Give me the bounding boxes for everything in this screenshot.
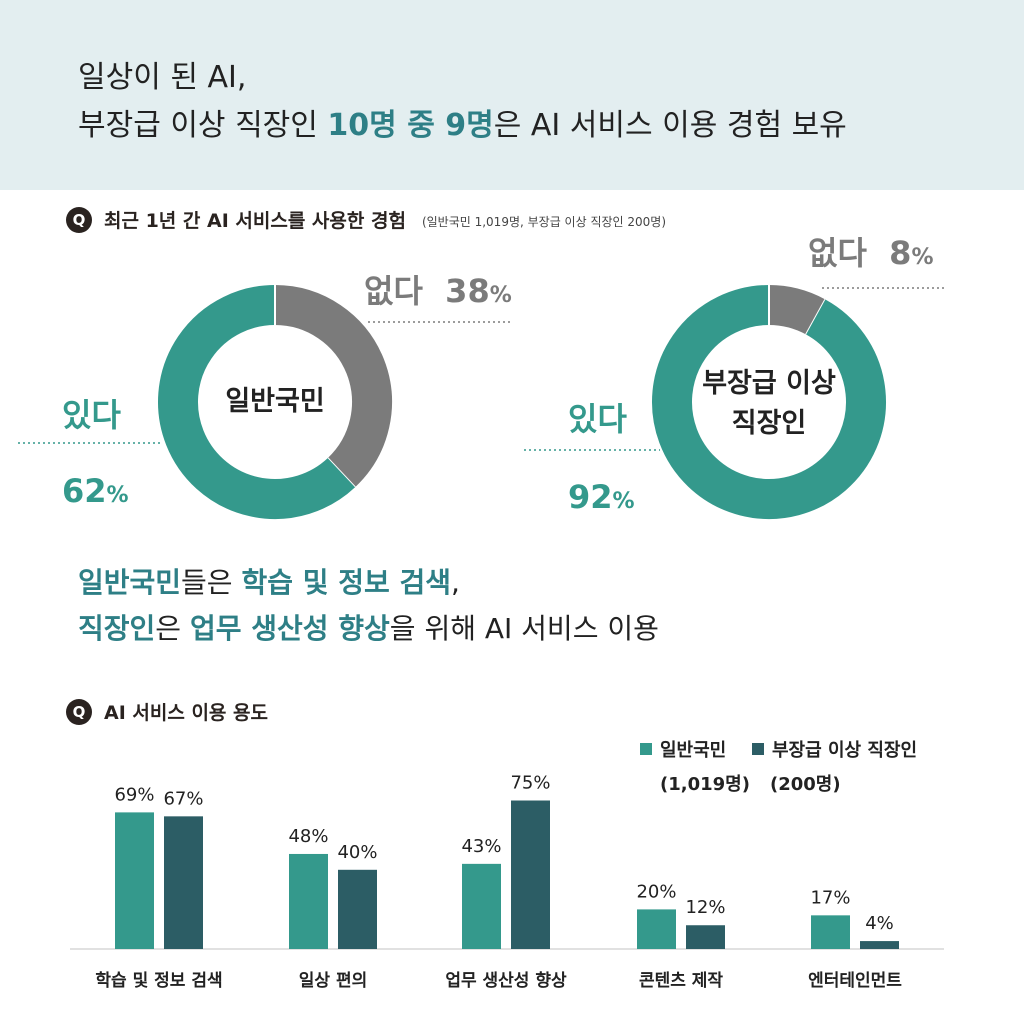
bar-value-label: 75% bbox=[510, 773, 550, 794]
bar-value-label: 40% bbox=[337, 842, 377, 863]
category-label: 엔터테인먼트 bbox=[808, 971, 902, 991]
subheading-line-2: 직장인은 업무 생산성 향상을 위해 AI 서비스 이용 bbox=[78, 606, 659, 652]
headline-line-2: 부장급 이상 직장인 10명 중 9명은 AI 서비스 이용 경험 보유 bbox=[78, 102, 847, 150]
bar-value-label: 67% bbox=[163, 788, 203, 809]
category-label: 일상 편의 bbox=[299, 971, 367, 991]
sub-hl-general: 일반국민 bbox=[78, 566, 182, 599]
sub-hl-workers: 직장인 bbox=[78, 612, 156, 645]
bar-value-label: 4% bbox=[865, 913, 894, 934]
bar-general-0 bbox=[115, 812, 154, 949]
donut1-center-label: 일반국민 bbox=[225, 386, 325, 417]
category-label: 업무 생산성 향상 bbox=[445, 970, 567, 991]
donut1-yes-value: 62% bbox=[62, 472, 129, 510]
donut1-none-word: 없다 bbox=[364, 272, 423, 310]
sub-text-1: 들은 bbox=[181, 566, 242, 599]
bar-managers-4 bbox=[860, 941, 899, 949]
legend-item-general: 일반국민 bbox=[640, 736, 726, 762]
donut2-slice-yes bbox=[652, 285, 886, 519]
donut2-center-line-2: 직장인 bbox=[731, 408, 807, 439]
donut2-none-word: 없다 bbox=[808, 234, 867, 272]
legend-label-general: 일반국민 bbox=[660, 740, 727, 761]
donut1-yes-unit: % bbox=[106, 483, 129, 508]
donut2-yes-word: 있다 bbox=[568, 400, 627, 438]
bar-general-2 bbox=[462, 863, 501, 949]
bar-managers-1 bbox=[338, 869, 377, 949]
donut2-none-unit: % bbox=[911, 245, 934, 270]
section-subheading: 일반국민들은 학습 및 정보 검색, 직장인은 업무 생산성 향상을 위해 AI… bbox=[78, 560, 659, 652]
headline-line-2-post: 은 AI 서비스 이용 경험 보유 bbox=[493, 108, 847, 143]
sub-text-3: 은 bbox=[155, 612, 190, 645]
bar-general-1 bbox=[289, 853, 328, 949]
headline-line-2-pre: 부장급 이상 직장인 bbox=[78, 108, 328, 143]
legend-sub-managers: (200명) bbox=[770, 774, 841, 795]
legend-sub-general: (1,019명) bbox=[660, 774, 750, 795]
donut1-slice-none bbox=[274, 285, 392, 488]
header-banner: 일상이 된 AI, 부장급 이상 직장인 10명 중 9명은 AI 서비스 이용… bbox=[0, 0, 1024, 190]
donut-chart-general bbox=[158, 285, 392, 519]
question-1-title: 최근 1년 간 AI 서비스를 사용한 경험 bbox=[104, 210, 406, 232]
donut-chart-managers bbox=[652, 285, 886, 519]
donut1-yes-number: 62 bbox=[62, 472, 107, 510]
legend-item-managers: 부장급 이상 직장인 bbox=[752, 736, 917, 762]
donut2-yes-number: 92 bbox=[568, 478, 613, 516]
bar-value-label: 12% bbox=[685, 897, 725, 918]
q-badge-icon: Q bbox=[66, 698, 92, 725]
bar-value-label: 20% bbox=[636, 881, 676, 902]
donut1-slice-yes bbox=[158, 285, 356, 519]
donut2-center-label: 부장급 이상 직장인 bbox=[684, 364, 854, 444]
bar-managers-2 bbox=[511, 800, 550, 949]
sub-text-4: 을 위해 AI 서비스 이용 bbox=[389, 612, 659, 645]
bar-value-label: 17% bbox=[810, 887, 850, 908]
donut1-yes-word: 있다 bbox=[62, 396, 121, 434]
question-2: Q AI 서비스 이용 용도 bbox=[66, 698, 268, 725]
donut2-none-value: 8 bbox=[889, 234, 912, 272]
sub-text-2: , bbox=[451, 566, 460, 599]
question-2-title: AI 서비스 이용 용도 bbox=[104, 702, 268, 724]
headline-line-1: 일상이 된 AI, bbox=[78, 60, 247, 95]
donut2-none-label: 없다 8% bbox=[808, 228, 933, 274]
bar-value-label: 43% bbox=[461, 836, 501, 857]
bar-value-label: 69% bbox=[114, 784, 154, 805]
sub-hl-learning: 학습 및 정보 검색 bbox=[241, 566, 452, 599]
donut2-slice-none bbox=[768, 285, 826, 335]
headline-highlight: 10명 중 9명 bbox=[327, 108, 494, 143]
donut1-none-label: 없다 38% bbox=[364, 266, 512, 312]
q-badge-icon: Q bbox=[66, 206, 92, 233]
headline: 일상이 된 AI, 부장급 이상 직장인 10명 중 9명은 AI 서비스 이용… bbox=[78, 54, 847, 150]
donut2-yes-unit: % bbox=[612, 489, 635, 514]
donut1-none-value: 38 bbox=[445, 272, 490, 310]
donut2-center-line-1: 부장급 이상 bbox=[702, 368, 836, 399]
bar-managers-3 bbox=[686, 925, 725, 949]
donut2-yes-value: 92% bbox=[568, 478, 635, 516]
question-1-note: (일반국민 1,019명, 부장급 이상 직장인 200명) bbox=[421, 214, 667, 229]
bar-general-4 bbox=[811, 915, 850, 949]
bar-value-label: 48% bbox=[288, 826, 328, 847]
legend-label-managers: 부장급 이상 직장인 bbox=[772, 740, 918, 761]
bar-general-3 bbox=[637, 909, 676, 949]
legend-swatch-managers bbox=[752, 743, 764, 755]
category-label: 학습 및 정보 검색 bbox=[95, 971, 222, 991]
bar-managers-0 bbox=[164, 816, 203, 949]
subheading-line-1: 일반국민들은 학습 및 정보 검색, bbox=[78, 560, 659, 606]
sub-hl-productivity: 업무 생산성 향상 bbox=[189, 612, 390, 645]
question-1: Q 최근 1년 간 AI 서비스를 사용한 경험 (일반국민 1,019명, 부… bbox=[66, 206, 666, 233]
legend-swatch-general bbox=[640, 743, 652, 755]
donut-charts bbox=[18, 285, 944, 519]
category-label: 콘텐츠 제작 bbox=[639, 971, 723, 991]
donut1-none-unit: % bbox=[489, 283, 512, 308]
